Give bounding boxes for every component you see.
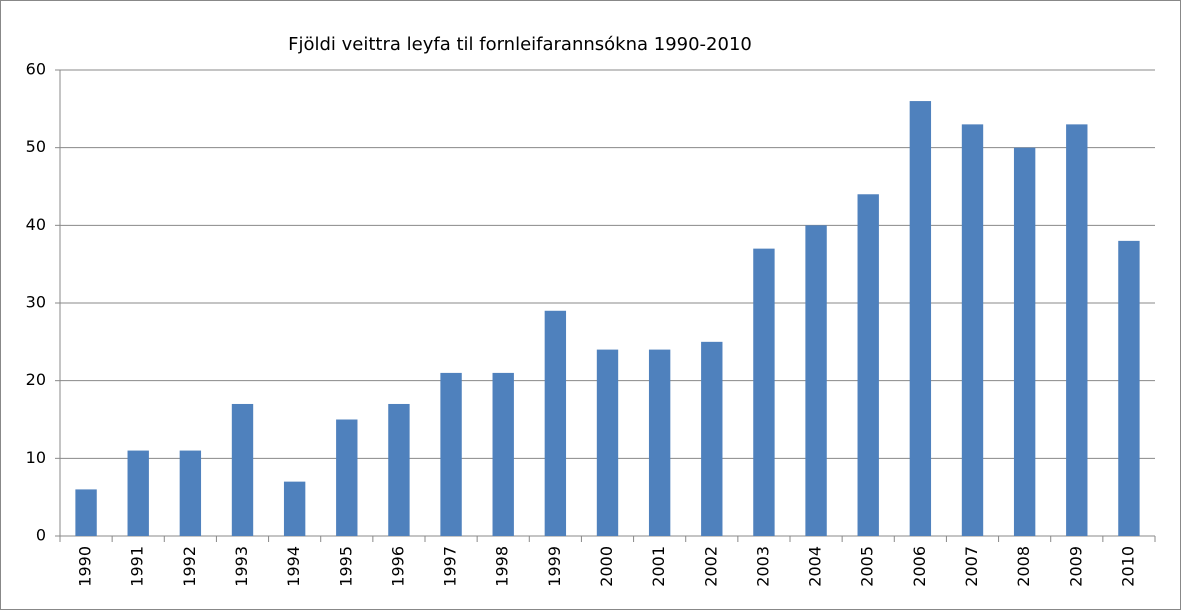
x-tick-label: 2006 bbox=[910, 546, 929, 587]
bar bbox=[961, 124, 984, 536]
bar bbox=[909, 101, 932, 537]
bar bbox=[1118, 240, 1140, 536]
bar bbox=[75, 489, 97, 536]
bar bbox=[648, 349, 671, 536]
x-tick-label: 2010 bbox=[1118, 546, 1137, 587]
x-tick-label: 1997 bbox=[441, 546, 460, 587]
x-tick-label: 1995 bbox=[336, 546, 355, 587]
x-tick-label: 2001 bbox=[649, 546, 668, 587]
x-tick-label: 1998 bbox=[493, 546, 512, 587]
bar bbox=[388, 403, 410, 536]
x-tick-label: 1993 bbox=[232, 546, 251, 587]
x-tick-label: 1996 bbox=[388, 546, 407, 587]
bar bbox=[701, 341, 723, 536]
x-tick-label: 2008 bbox=[1014, 546, 1033, 587]
x-tick-label: 1991 bbox=[128, 546, 147, 587]
y-tick-label: 40 bbox=[26, 215, 46, 234]
x-tick-label: 1999 bbox=[545, 546, 564, 587]
bar bbox=[492, 372, 514, 536]
bar bbox=[231, 403, 254, 536]
x-tick-label: 2000 bbox=[597, 546, 616, 587]
x-tick-label: 1994 bbox=[284, 546, 303, 587]
bar bbox=[1066, 124, 1088, 536]
bar bbox=[127, 450, 149, 536]
bar bbox=[805, 225, 827, 537]
chart-title: Fjöldi veittra leyfa til fornleifarannsó… bbox=[288, 34, 752, 55]
x-tick-label: 2005 bbox=[858, 546, 877, 587]
bar bbox=[440, 372, 462, 536]
x-tick-label: 2009 bbox=[1066, 546, 1085, 587]
y-tick-label: 60 bbox=[26, 60, 46, 79]
y-tick-label: 20 bbox=[26, 370, 46, 389]
x-tick-label: 2003 bbox=[753, 546, 772, 587]
y-tick-label: 30 bbox=[26, 293, 46, 312]
bar bbox=[336, 419, 358, 536]
x-tick-label: 2007 bbox=[962, 546, 981, 587]
bar bbox=[179, 450, 202, 536]
x-tick-label: 2004 bbox=[806, 546, 825, 587]
bar bbox=[544, 310, 567, 536]
bar bbox=[1013, 147, 1036, 536]
y-tick-label: 10 bbox=[26, 448, 46, 467]
x-tick-label: 1990 bbox=[76, 546, 95, 587]
bar bbox=[857, 194, 879, 536]
x-tick-label: 2002 bbox=[701, 546, 720, 587]
bar bbox=[753, 248, 775, 536]
y-tick-label: 0 bbox=[36, 526, 46, 545]
bar bbox=[596, 349, 619, 536]
x-tick-label: 1992 bbox=[180, 546, 199, 587]
bar bbox=[283, 481, 306, 536]
y-tick-label: 50 bbox=[26, 137, 46, 156]
